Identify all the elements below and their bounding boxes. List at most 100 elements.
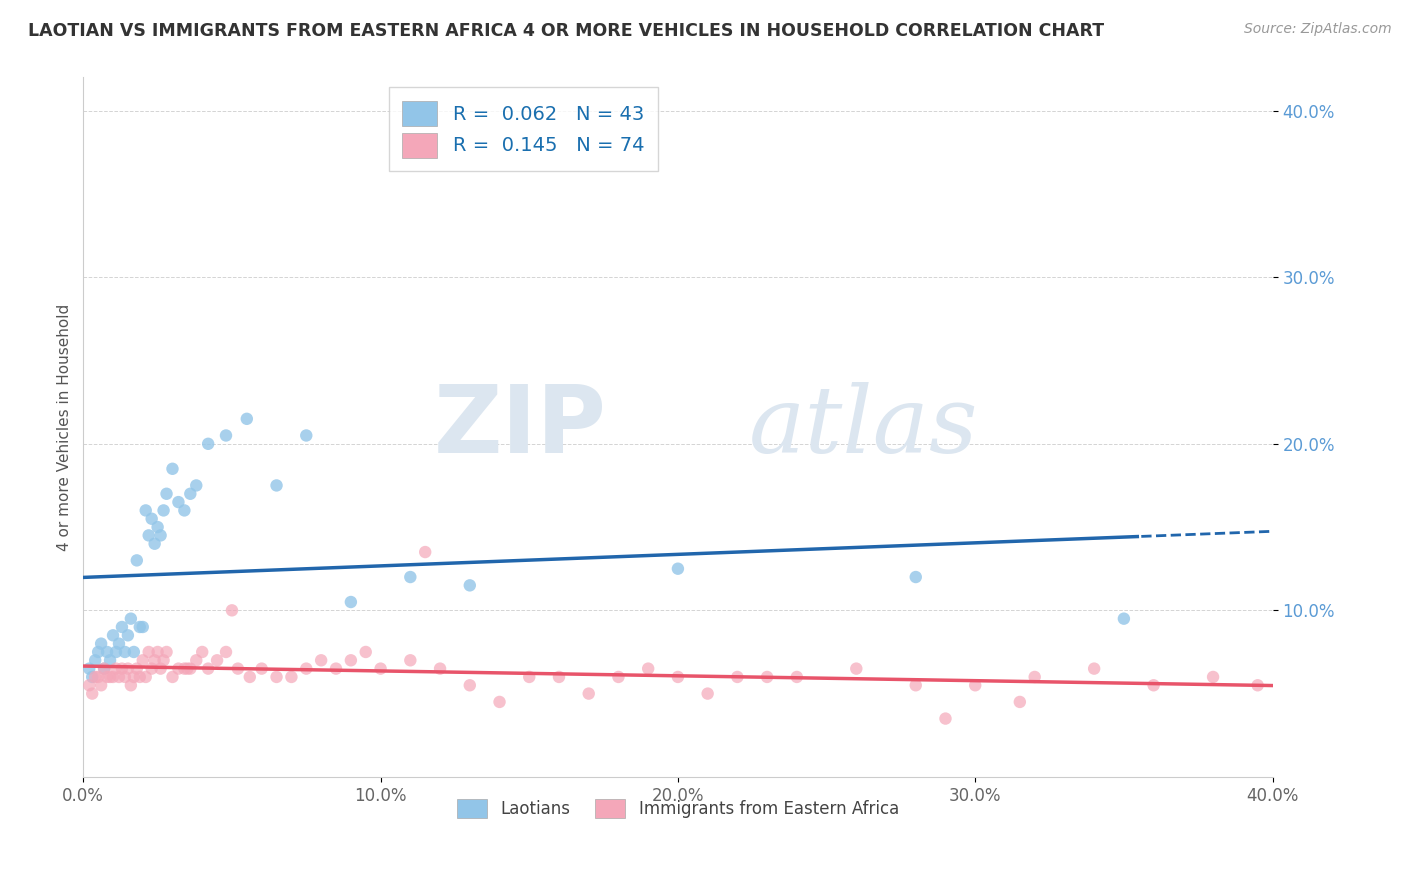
Point (143, 537, 166, 551)
Text: Source: ZipAtlas.com: Source: ZipAtlas.com (1244, 22, 1392, 37)
Point (155, 487, 177, 501)
Point (111, 662, 134, 676)
Text: LAOTIAN VS IMMIGRANTS FROM EASTERN AFRICA 4 OR MORE VEHICLES IN HOUSEHOLD CORREL: LAOTIAN VS IMMIGRANTS FROM EASTERN AFRIC… (28, 22, 1104, 40)
Point (309, 653, 332, 667)
Point (84, 653, 107, 667)
Point (845, 662, 868, 676)
Point (117, 662, 139, 676)
Point (488, 695, 510, 709)
Point (82, 687, 104, 701)
Point (114, 670, 136, 684)
Point (96, 645, 118, 659)
Point (413, 545, 436, 559)
Point (1202, 670, 1225, 684)
Point (186, 478, 208, 492)
Point (87, 670, 110, 684)
Point (696, 687, 718, 701)
Point (517, 670, 540, 684)
Point (325, 662, 347, 676)
Point (108, 637, 131, 651)
Point (370, 662, 392, 676)
Point (93, 662, 115, 676)
Point (548, 670, 571, 684)
Point (179, 662, 201, 676)
Point (90, 637, 112, 651)
Point (226, 662, 249, 676)
Point (1083, 662, 1105, 676)
Point (725, 670, 748, 684)
Point (295, 662, 318, 676)
Point (280, 670, 302, 684)
Point (90, 678, 112, 692)
Point (340, 595, 363, 609)
Y-axis label: 4 or more Vehicles in Household: 4 or more Vehicles in Household (58, 303, 72, 550)
Point (138, 528, 160, 542)
Point (239, 670, 262, 684)
Point (143, 653, 166, 667)
Point (141, 512, 163, 526)
Point (250, 662, 273, 676)
Point (82, 670, 104, 684)
Point (179, 487, 201, 501)
Point (1112, 612, 1135, 626)
Point (101, 670, 124, 684)
Text: atlas: atlas (749, 382, 979, 472)
Point (138, 645, 160, 659)
Point (934, 712, 956, 726)
Point (904, 678, 927, 692)
Point (1024, 670, 1046, 684)
Point (215, 428, 238, 442)
Text: ZIP: ZIP (433, 381, 606, 473)
Point (125, 662, 148, 676)
Point (191, 645, 214, 659)
Point (578, 687, 600, 701)
Point (135, 670, 157, 684)
Point (399, 653, 422, 667)
Point (101, 628, 124, 642)
Point (111, 620, 134, 634)
Point (340, 653, 363, 667)
Point (1142, 678, 1164, 692)
Point (167, 495, 190, 509)
Point (295, 428, 318, 442)
Point (458, 578, 481, 592)
Point (128, 670, 150, 684)
Point (205, 653, 228, 667)
Point (155, 645, 177, 659)
Point (149, 662, 172, 676)
Point (197, 437, 219, 451)
Point (146, 520, 169, 534)
Point (607, 670, 630, 684)
Point (122, 670, 145, 684)
Point (786, 670, 808, 684)
Point (125, 553, 148, 567)
Point (176, 662, 198, 676)
Point (458, 678, 481, 692)
Point (173, 662, 195, 676)
Point (354, 645, 377, 659)
Legend: Laotians, Immigrants from Eastern Africa: Laotians, Immigrants from Eastern Africa (450, 792, 905, 824)
Point (146, 645, 169, 659)
Point (96, 670, 118, 684)
Point (98, 670, 121, 684)
Point (77, 678, 100, 692)
Point (120, 678, 142, 692)
Point (152, 503, 174, 517)
Point (132, 620, 155, 634)
Point (117, 628, 139, 642)
Point (167, 662, 190, 676)
Point (87, 645, 110, 659)
Point (756, 670, 779, 684)
Point (105, 645, 128, 659)
Point (266, 478, 288, 492)
Point (429, 662, 451, 676)
Point (215, 645, 238, 659)
Point (98, 653, 121, 667)
Point (1247, 678, 1270, 692)
Point (173, 503, 195, 517)
Point (162, 462, 184, 476)
Point (122, 645, 145, 659)
Point (186, 653, 208, 667)
Point (666, 562, 689, 576)
Point (266, 670, 288, 684)
